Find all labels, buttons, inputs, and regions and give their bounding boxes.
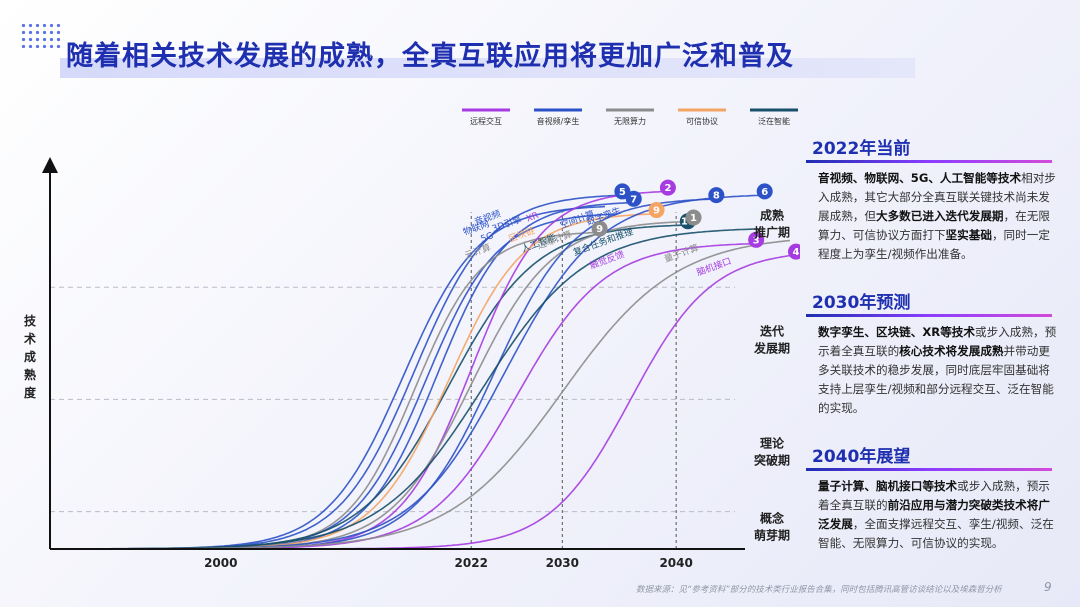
stage-label: 迭代	[760, 323, 784, 338]
panel-text-segment: ，同时一定程度上为孪生/视频作出准备。	[818, 228, 1050, 261]
y-axis-label-char: 技	[24, 313, 37, 328]
stage-label: 萌芽期	[754, 527, 790, 542]
curve-label: XR	[525, 211, 540, 225]
stage-label: 成熟	[760, 207, 784, 222]
curve-物联网	[50, 205, 606, 550]
curve-badge-number: 4	[793, 247, 800, 258]
panel-2022: 2022年当前 音视频、物联网、5G、人工智能等技术相对步入成熟，其它大部分全真…	[806, 132, 1058, 264]
panel-text-segment: 核心技术将发展成熟	[899, 344, 1004, 358]
panel-text-segment: 或步入成熟，预示着全真互联的	[818, 325, 1057, 358]
curve-badge-number: 3	[753, 235, 760, 246]
x-tick-label: 2022	[455, 556, 488, 570]
legend-label: 无限算力	[614, 116, 646, 126]
curve-badge-number: 9	[653, 206, 660, 217]
curve-badge-number: 6	[761, 187, 768, 198]
curve-触觉反馈	[50, 243, 751, 550]
y-axis-label-char: 度	[24, 385, 37, 400]
curve-badge-number: 1	[690, 213, 697, 224]
curve-badge	[648, 202, 665, 219]
panel-text-segment: 或步入成熟，预示着全真互联的	[818, 479, 1050, 512]
stage-label: 概念	[760, 510, 784, 525]
curve-badge-number: 2	[664, 183, 671, 194]
curve-区块链	[50, 213, 651, 550]
panel-text-segment: ，全面支撑远程交互、孪生/视频、泛在智能、无限算力、可信协议的实现。	[818, 517, 1054, 550]
panel-text-segment: 大多数已进入迭代发展期	[875, 209, 1004, 223]
curve-3D引擎	[50, 202, 628, 550]
page-title: 随着相关技术发展的成熟，全真互联应用将更加广泛和普及	[66, 41, 794, 72]
maturity-chart: 物联网音视频55G3D引擎7云计算9人工智能11XR2区块链9边缘计算1空间计算…	[23, 108, 800, 570]
curve-badge-number: 9	[596, 224, 603, 235]
curve-人工智能	[50, 224, 682, 550]
curve-label: 量子计算	[662, 241, 700, 265]
panel-text-segment: 量子计算、脑机接口等技术	[818, 479, 958, 493]
panel-text-segment: 坚实基础	[945, 228, 992, 242]
curve-badge-number: 8	[713, 191, 720, 202]
curve-label: 5G	[480, 231, 495, 245]
panel-text-segment: 并带动更多关联技术的稳步发展，同时底层牢固基础将支持上层孪生/视频和部分远程交互…	[818, 344, 1054, 415]
curve-5G	[50, 213, 617, 550]
y-axis-label-char: 熟	[24, 367, 36, 382]
panel-2030-heading: 2030年预测	[806, 286, 1058, 317]
curve-badge	[659, 179, 676, 196]
panel-2022-heading: 2022年当前	[806, 132, 1058, 163]
curve-badge	[685, 209, 702, 226]
panel-text-segment: 音视频、物联网、5G、人工智能等技术	[818, 171, 1022, 185]
panel-2030: 2030年预测 数字孪生、区块链、XR等技术或步入成熟，预示着全真互联的核心技术…	[806, 286, 1058, 418]
curve-badge	[614, 183, 631, 200]
title-underline	[60, 58, 915, 78]
panel-text-segment: 数字孪生、区块链、XR等技术	[818, 325, 975, 339]
panel-text-segment: 相对步入成熟，其它大部分全真互联关键技术尚未发展成熟，但	[818, 171, 1056, 223]
x-tick-label: 2030	[546, 556, 579, 570]
curve-badge	[756, 183, 773, 200]
legend-label: 可信协议	[686, 116, 718, 126]
panel-2040-heading: 2040年展望	[806, 440, 1058, 471]
curve-云计算	[50, 231, 594, 550]
panel-2030-text: 数字孪生、区块链、XR等技术或步入成熟，预示着全真互联的核心技术将发展成熟并带动…	[806, 323, 1058, 418]
legend-label: 泛在智能	[758, 116, 790, 126]
stage-label: 突破期	[754, 453, 790, 468]
data-source-note: 数据来源：见“参考资料”部分的技术类行业报告合集，同时包括腾讯高管访谈结论以及埃…	[636, 585, 1002, 595]
y-axis-label-char: 术	[23, 331, 36, 346]
panel-text-segment: 前沿应用与潜力突破类技术将广泛发展	[818, 498, 1050, 531]
panel-text-segment: ，在无限算力、可信协议方面打下	[818, 209, 1050, 242]
panel-2040-text: 量子计算、脑机接口等技术或步入成熟，预示着全真互联的前沿应用与潜力突破类技术将广…	[806, 477, 1058, 553]
curve-label: 云计算	[463, 241, 492, 262]
legend: 远程交互 音视频/孪生 无限算力 可信协议 泛在智能	[462, 108, 798, 126]
legend-label: 远程交互	[470, 116, 502, 126]
curve-badge-number: 7	[630, 194, 637, 205]
stage-label: 推广期	[754, 224, 790, 239]
page-number: 9	[1044, 580, 1052, 594]
curve-badge	[708, 187, 725, 204]
stage-label: 理论	[760, 436, 785, 451]
curve-badge	[788, 243, 800, 260]
curve-badge	[748, 231, 765, 248]
curve-badge-number: 5	[619, 187, 626, 198]
legend-label: 音视频/孪生	[537, 116, 580, 126]
curve-脑机接口	[50, 254, 791, 550]
x-tick-label: 2040	[659, 556, 692, 570]
decorative-dots	[20, 22, 64, 48]
panel-2022-text: 音视频、物联网、5G、人工智能等技术相对步入成熟，其它大部分全真互联关键技术尚未…	[806, 169, 1058, 264]
y-axis-label-char: 成	[24, 349, 36, 364]
x-tick-label: 2000	[204, 556, 237, 570]
curve-badge	[591, 220, 608, 237]
stage-label: 发展期	[753, 340, 790, 355]
curve-layer	[50, 190, 791, 550]
panel-2040: 2040年展望 量子计算、脑机接口等技术或步入成熟，预示着全真互联的前沿应用与潜…	[806, 440, 1058, 553]
curve-badge	[625, 190, 642, 207]
